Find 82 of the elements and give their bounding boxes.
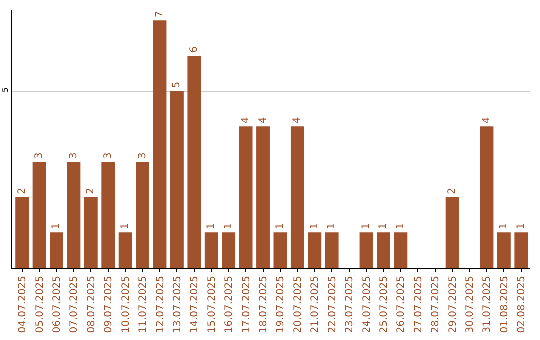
data-label: 1 [206,223,218,230]
data-label: 1 [120,223,132,230]
x-tick-label: 19.07.2025 [276,276,287,334]
data-label: 3 [102,152,114,159]
x-tick-label: 06.07.2025 [52,276,63,334]
bar [153,20,167,268]
bar [256,126,270,268]
data-label: 1 [326,223,338,230]
x-tick-label: 22.07.2025 [327,276,338,334]
x-tick-label: 13.07.2025 [172,276,184,334]
data-label: 1 [498,223,510,230]
x-tick-label: 21.07.2025 [310,276,322,334]
x-tick-label: 02.08.2025 [516,276,528,334]
data-label: 3 [68,152,80,159]
data-label: 4 [292,117,304,124]
x-tick-label: 07.07.2025 [69,276,80,334]
x-tick-label: 14.07.2025 [190,276,201,334]
data-label: 3 [34,152,46,159]
bar [170,91,184,268]
x-tick-label: 15.07.2025 [206,276,218,334]
bar [446,197,460,268]
x-tick-label: 20.07.2025 [292,276,304,334]
x-tick-label: 16.07.2025 [224,276,236,334]
bar [118,232,132,268]
data-label: 1 [274,223,286,230]
bar [102,162,116,268]
data-label: 7 [154,11,166,18]
data-label: 1 [516,223,527,230]
x-tick-label: 08.07.2025 [86,276,98,334]
x-tick-label: 01.08.2025 [499,276,510,334]
data-label: 5 [172,82,183,88]
bar [325,232,339,268]
bar [514,232,528,268]
bar [136,162,150,268]
bar [274,232,288,268]
data-label: 4 [481,117,492,124]
x-tick-label: 18.07.2025 [258,276,270,334]
x-tick-label: 28.07.2025 [430,276,442,334]
x-tick-label: 09.07.2025 [104,276,115,334]
bar [16,197,30,268]
bar [50,232,64,268]
data-label: 2 [447,188,458,194]
x-tick-label: 17.07.2025 [241,276,252,334]
bar [67,162,81,268]
bar [480,126,494,268]
data-label: 1 [395,223,406,230]
x-tick-label: 31.07.2025 [482,276,494,334]
x-tick-label: 11.07.2025 [138,276,150,334]
bar [239,126,253,268]
x-tick-label: 10.07.2025 [120,276,132,334]
data-label: 2 [16,188,28,194]
x-tick-label: 12.07.2025 [155,276,166,334]
bar [84,197,98,268]
x-tick-label: 26.07.2025 [396,276,408,334]
x-tick-label: 23.07.2025 [344,276,356,334]
data-label: 4 [258,117,269,124]
x-tick-label: 30.07.2025 [465,276,476,334]
data-label: 1 [223,223,234,230]
bar [377,232,390,268]
bar [204,232,218,268]
bar [290,126,304,268]
x-tick-label: 25.07.2025 [378,276,390,334]
data-label: 1 [51,223,62,230]
data-label: 4 [240,117,252,124]
x-tick-label: 24.07.2025 [362,276,373,334]
data-label: 1 [378,223,390,230]
x-tick-label: 29.07.2025 [448,276,459,334]
bar [32,162,46,268]
data-label: 3 [137,152,148,159]
x-tick-label: 27.07.2025 [413,276,424,334]
data-label: 1 [309,223,320,230]
data-label: 2 [86,188,97,194]
x-tick-label: 04.07.2025 [18,276,29,334]
data-label: 6 [188,46,200,53]
bar [308,232,322,268]
bar [222,232,236,268]
bar [188,56,202,268]
bar [394,232,408,268]
x-tick-label: 05.07.2025 [34,276,46,334]
bar [497,232,511,268]
data-label: 1 [361,223,372,230]
bar [360,232,374,268]
